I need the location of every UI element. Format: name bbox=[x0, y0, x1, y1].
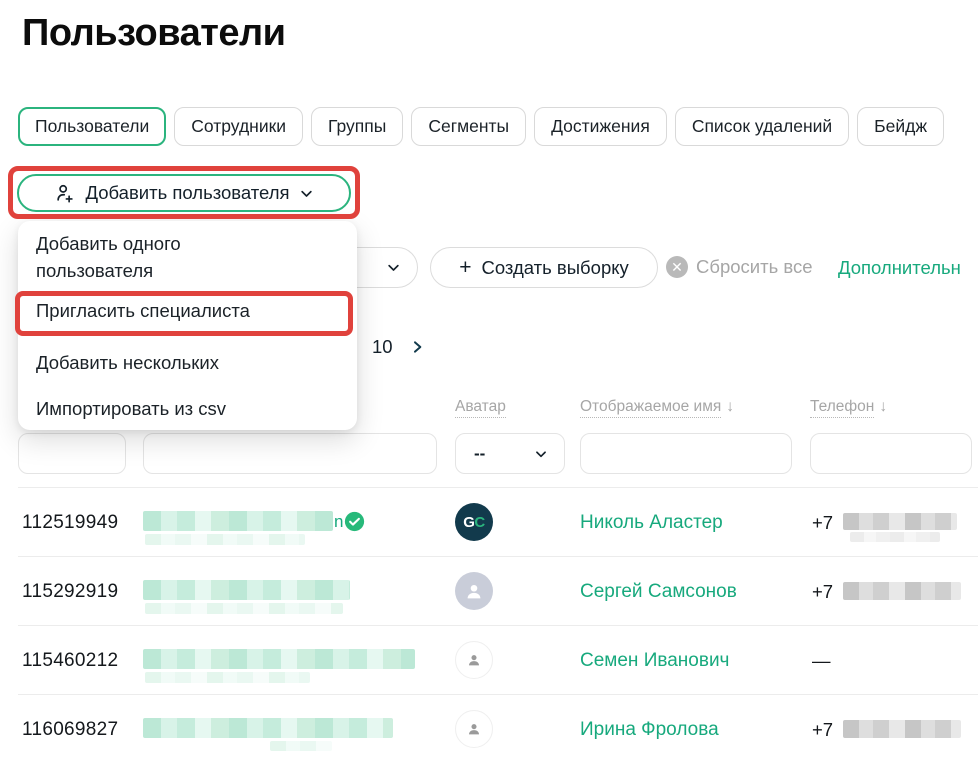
reset-all-button[interactable]: ✕ Сбросить все bbox=[666, 256, 813, 278]
avatar-filter-value: -- bbox=[474, 443, 486, 463]
filter-select-avatar[interactable]: -- bbox=[455, 433, 565, 474]
filter-input-email[interactable] bbox=[143, 433, 437, 474]
create-selection-label: Создать выборку bbox=[481, 256, 629, 278]
email-redacted-sub bbox=[145, 672, 310, 683]
add-user-button[interactable]: Добавить пользователя bbox=[17, 174, 351, 212]
phone-cell: +7 bbox=[812, 581, 833, 603]
user-id: 116069827 bbox=[22, 719, 119, 740]
clear-circle-icon: ✕ bbox=[666, 256, 688, 278]
email-redacted bbox=[143, 649, 415, 669]
phone-cell: +7 bbox=[812, 512, 833, 534]
menu-item-import-csv[interactable]: Импортировать из csv bbox=[36, 398, 227, 419]
email-redacted-sub bbox=[270, 741, 332, 751]
pagination: 10 bbox=[372, 336, 425, 358]
tab-groups[interactable]: Группы bbox=[311, 107, 404, 146]
phone-redacted bbox=[843, 582, 961, 600]
phone-prefix: +7 bbox=[812, 512, 834, 533]
phone-cell: +7 bbox=[812, 719, 833, 741]
phone-redacted-sub bbox=[850, 532, 940, 542]
add-user-dropdown-menu: Добавить одного пользователя Пригласить … bbox=[18, 221, 357, 430]
person-plus-icon bbox=[54, 182, 76, 204]
page-title: Пользователи bbox=[22, 12, 286, 54]
chevron-down-icon bbox=[299, 186, 314, 201]
user-id: 115292919 bbox=[22, 581, 119, 602]
phone-redacted bbox=[843, 720, 961, 738]
tab-employees[interactable]: Сотрудники bbox=[174, 107, 304, 146]
filter-input-phone[interactable] bbox=[810, 433, 972, 474]
display-name-link[interactable]: Семен Иванович bbox=[580, 650, 730, 671]
email-redacted-sub bbox=[145, 534, 305, 545]
tab-achievements[interactable]: Достижения bbox=[534, 107, 667, 146]
display-name-link[interactable]: Николь Аластер bbox=[580, 512, 723, 533]
menu-item-add-single-user[interactable]: Добавить одного пользователя bbox=[36, 233, 181, 281]
menu-item-invite-specialist[interactable]: Пригласить специалиста bbox=[36, 300, 250, 321]
filter-input-display-name[interactable] bbox=[580, 433, 792, 474]
additional-filters-link[interactable]: Дополнительн bbox=[838, 257, 961, 278]
chevron-down-icon bbox=[534, 447, 548, 461]
reset-all-label: Сбросить все bbox=[696, 256, 813, 277]
tab-users[interactable]: Пользователи bbox=[18, 107, 167, 146]
chevron-down-icon bbox=[386, 260, 401, 275]
tab-badges[interactable]: Бейдж bbox=[857, 107, 945, 146]
add-user-label: Добавить пользователя bbox=[85, 182, 290, 203]
table-row: 115460212 Семен Иванович — bbox=[18, 625, 978, 694]
sort-desc-icon: ↓ bbox=[726, 398, 734, 415]
display-name-link[interactable]: Ирина Фролова bbox=[580, 719, 719, 740]
table-row: 115292919 Сергей Самсонов +7 bbox=[18, 556, 978, 625]
phone-redacted bbox=[843, 513, 957, 530]
user-id: 112519949 bbox=[22, 512, 119, 533]
email-redacted-sub bbox=[145, 603, 343, 614]
create-selection-button[interactable]: + Создать выборку bbox=[430, 247, 658, 288]
table-row: 116069827 Ирина Фролова +7 bbox=[18, 694, 978, 762]
filter-input-id[interactable] bbox=[18, 433, 126, 474]
column-header-display-name[interactable]: Отображаемое имя ↓ bbox=[580, 398, 734, 418]
avatar-placeholder bbox=[455, 572, 493, 610]
email-redacted bbox=[143, 580, 350, 600]
sort-desc-icon: ↓ bbox=[879, 398, 888, 415]
phone-prefix: +7 bbox=[812, 581, 834, 602]
verified-check-icon bbox=[344, 511, 365, 537]
avatar-placeholder bbox=[455, 710, 493, 748]
column-header-phone[interactable]: Телефон ↓ bbox=[810, 398, 888, 418]
plus-icon: + bbox=[459, 255, 472, 279]
display-name-link[interactable]: Сергей Самсонов bbox=[580, 581, 737, 602]
phone-prefix: +7 bbox=[812, 719, 834, 740]
phone-empty-dash: — bbox=[812, 650, 831, 671]
pagination-page-10[interactable]: 10 bbox=[372, 336, 393, 357]
menu-item-add-multiple[interactable]: Добавить нескольких bbox=[36, 352, 219, 373]
column-header-avatar[interactable]: Аватар bbox=[455, 398, 506, 418]
pagination-next-icon[interactable] bbox=[409, 339, 425, 355]
user-id: 115460212 bbox=[22, 650, 119, 671]
tab-bar: Пользователи Сотрудники Группы Сегменты … bbox=[18, 107, 978, 146]
email-redacted bbox=[143, 718, 393, 738]
tab-deleted-list[interactable]: Список удалений bbox=[674, 107, 850, 146]
tab-segments[interactable]: Сегменты bbox=[411, 107, 527, 146]
email-redacted bbox=[143, 511, 333, 531]
email-tail: n bbox=[334, 512, 344, 531]
phone-cell: — bbox=[812, 650, 831, 672]
avatar-placeholder bbox=[455, 641, 493, 679]
